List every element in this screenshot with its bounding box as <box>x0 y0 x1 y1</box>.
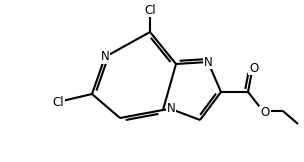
Text: Cl: Cl <box>52 96 64 109</box>
Text: N: N <box>167 103 175 116</box>
Text: Cl: Cl <box>144 4 156 17</box>
Text: N: N <box>204 56 212 69</box>
Text: N: N <box>101 51 109 64</box>
Text: O: O <box>260 106 270 120</box>
Text: O: O <box>249 62 259 75</box>
